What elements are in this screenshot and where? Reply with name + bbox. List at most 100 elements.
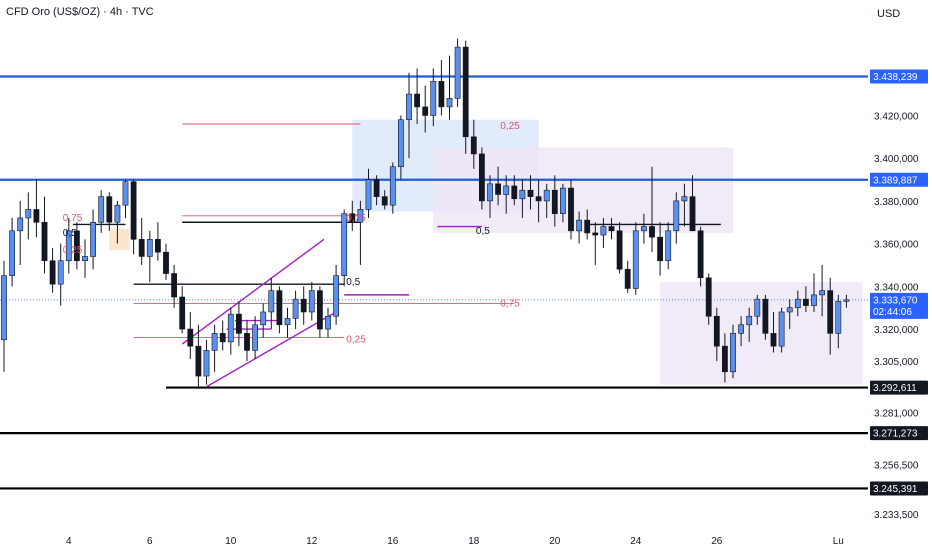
price-badge-bg (870, 69, 928, 84)
candle-body (316, 290, 323, 330)
price-badges: 3.438,239 3.389,887 3.292,611 3.271,273 3.24… (870, 69, 928, 496)
candle-body (17, 217, 24, 232)
candle-body (406, 93, 412, 121)
candle-body (608, 226, 615, 232)
y-tick-label: 3.380,000 (874, 197, 919, 208)
candle-body (146, 239, 153, 257)
candle-body (454, 46, 461, 99)
y-tick-label: 3.340,000 (874, 282, 919, 293)
price-badge: 3.245,391 (873, 484, 918, 495)
candle-body (511, 185, 518, 200)
zone-boxes (109, 119, 863, 385)
time-axis: 4 6 10 12 16 18 20 24 26 Lu (66, 536, 844, 547)
candle-body (130, 181, 137, 240)
candle-body (551, 189, 558, 215)
price-badge: 3.438,239 (873, 72, 918, 83)
candle-body (163, 251, 169, 274)
y-tick-label: 3.305,000 (874, 357, 919, 368)
x-tick-label: 20 (549, 536, 561, 547)
candle-body (778, 311, 785, 347)
candle-body (746, 315, 753, 326)
candle-body (713, 315, 720, 347)
candle-body (673, 200, 680, 232)
candle-body (827, 290, 834, 334)
fib-label: 0,25 (500, 121, 520, 132)
candle-body (276, 290, 283, 326)
candle-body (762, 298, 769, 334)
candle-body (325, 315, 331, 330)
candle-body (576, 219, 582, 232)
drawn-lines (0, 75, 868, 490)
fib-label: 0,5 (63, 228, 77, 239)
candle-body (527, 189, 534, 197)
candle-body (640, 226, 647, 232)
candle-body (649, 226, 655, 238)
candle-body (357, 209, 364, 223)
candle-body (98, 196, 105, 223)
x-tick-label: Lu (833, 536, 844, 547)
candle-body (519, 189, 526, 200)
candle-body (446, 98, 453, 108)
candle-body (835, 300, 842, 334)
candle-body (260, 311, 267, 326)
candle-body (179, 296, 186, 330)
candle-body (811, 294, 817, 306)
candle-body (414, 93, 420, 108)
candle-body (122, 181, 129, 206)
candle-body (244, 333, 250, 351)
candle-body (106, 196, 113, 223)
candle-body (138, 239, 145, 257)
candle-body (57, 260, 64, 285)
currency-label: USD (877, 8, 901, 20)
candle-body (227, 313, 234, 343)
candle-body (308, 290, 315, 313)
candle-body (187, 328, 194, 347)
y-tick-label: 3.400,000 (874, 154, 919, 165)
candle-body (843, 299, 850, 302)
candle-body (333, 275, 339, 317)
candle-body (155, 239, 161, 253)
candle-body (819, 290, 825, 296)
candle-body (462, 46, 469, 138)
fib-label: 0,75 (346, 213, 366, 224)
price-badge: 3.389,887 (873, 175, 918, 186)
chart-title: CFD Oro (US$/OZ) · 4h · TVC (6, 6, 154, 18)
candle-body (705, 277, 712, 317)
candle-body (25, 209, 32, 219)
fib-label: 0,5 (346, 277, 360, 288)
zone-box (433, 147, 733, 233)
price-badge: 3.292,611 (873, 383, 917, 394)
candle-body (495, 183, 501, 195)
x-tick-label: 18 (468, 536, 480, 547)
candle-body (74, 230, 80, 262)
candle-body (114, 204, 121, 223)
candle-body (730, 333, 736, 373)
drawing-labels: 0,75 0,5 0,25 0,25 0,75 0,5 0,5 0,75 0,25 (63, 121, 520, 346)
candle-body (284, 318, 291, 326)
price-badge-bg (870, 426, 928, 441)
candle-body (470, 136, 477, 155)
candle-body (770, 333, 777, 347)
candle-body (584, 219, 591, 234)
candle-body (381, 196, 388, 206)
candle-body (389, 166, 396, 206)
candle-body (802, 298, 809, 306)
candle-body (681, 196, 688, 202)
candle-body (292, 298, 299, 319)
x-tick-label: 12 (306, 536, 318, 547)
candle-body (503, 185, 510, 195)
candle-body (236, 313, 242, 334)
candle-body (559, 187, 566, 215)
last-price-badge-bg (870, 292, 928, 319)
x-tick-label: 4 (66, 536, 72, 547)
candle-body (219, 333, 226, 343)
candle-body (171, 273, 177, 298)
price-badge-bg (870, 380, 928, 395)
price-badge: 3.271,273 (873, 429, 918, 440)
candle-body (665, 230, 672, 262)
candle-body (632, 230, 639, 289)
candle-body (697, 230, 704, 279)
candle-body (657, 236, 663, 262)
candle-body (543, 189, 550, 202)
